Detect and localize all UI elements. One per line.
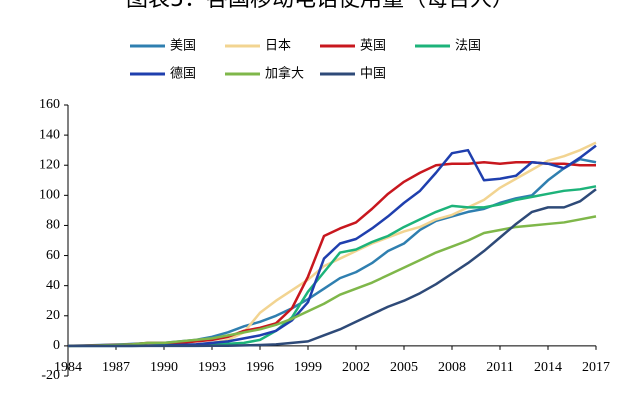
y-tick-label: 120 <box>39 157 60 172</box>
series-line <box>67 215 597 348</box>
x-tick-label: 1999 <box>294 360 322 375</box>
legend-label: 德国 <box>170 67 196 82</box>
x-tick-label: 2005 <box>390 360 418 375</box>
x-tick-label: 2017 <box>582 360 610 375</box>
x-tick-label: 1984 <box>54 360 82 375</box>
legend-label: 日本 <box>265 39 291 54</box>
series-line <box>67 141 597 348</box>
series-line <box>68 144 597 348</box>
x-tick-label: 2014 <box>534 360 562 375</box>
chart-title: 图表5：各国移动电话使用量（每百人） <box>126 0 514 12</box>
legend-label: 法国 <box>455 39 481 54</box>
y-tick-label: 160 <box>39 97 60 112</box>
legend-label: 美国 <box>170 39 196 54</box>
x-tick-label: 1993 <box>198 360 226 375</box>
y-tick-label: 60 <box>46 248 60 263</box>
x-tick-label: 1996 <box>246 360 274 375</box>
legend-label: 英国 <box>360 39 386 54</box>
x-tick-label: 1990 <box>150 360 178 375</box>
x-tick-label: 2002 <box>342 360 370 375</box>
y-tick-label: -20 <box>41 368 60 383</box>
x-tick-label: 1987 <box>102 360 130 375</box>
y-tick-label: 20 <box>46 308 60 323</box>
legend-label: 加拿大 <box>265 66 304 82</box>
y-tick-label: 40 <box>46 278 60 293</box>
y-tick-label: 0 <box>53 338 60 353</box>
series-line <box>67 160 596 347</box>
y-tick-label: 100 <box>39 188 60 203</box>
y-tick-label: 140 <box>39 127 60 142</box>
x-tick-label: 2011 <box>486 360 513 375</box>
x-tick-label: 2008 <box>438 360 466 375</box>
legend-label: 中国 <box>360 67 386 82</box>
series-line <box>68 185 597 348</box>
series-line <box>68 188 597 348</box>
y-tick-label: 80 <box>46 218 60 233</box>
